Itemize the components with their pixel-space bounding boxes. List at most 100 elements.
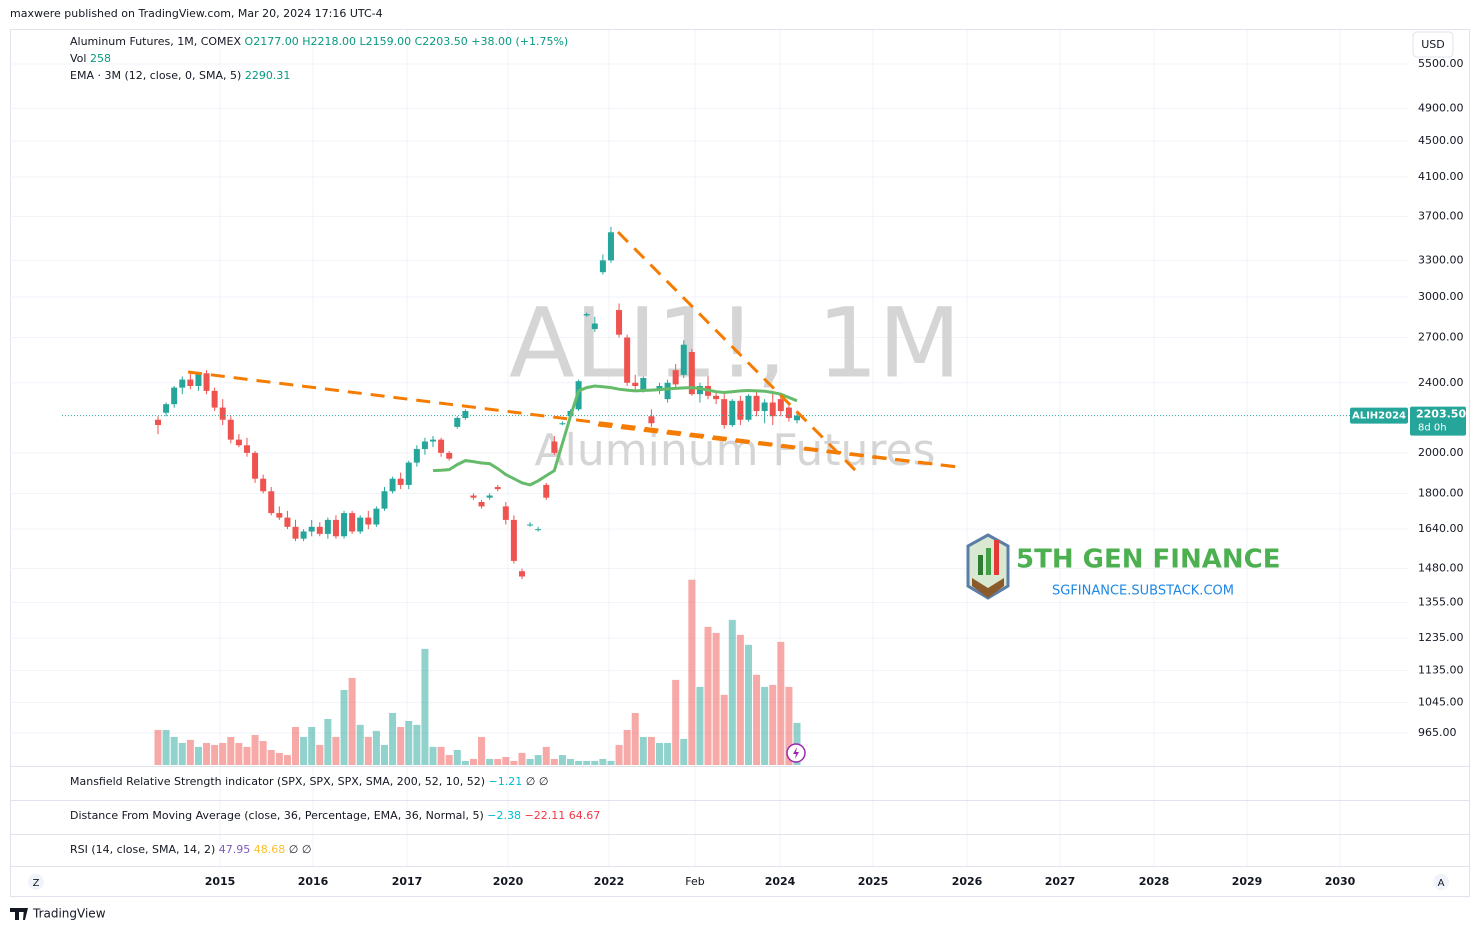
volume-bar — [429, 746, 437, 765]
y-tick-label: 965.00 — [1418, 726, 1457, 739]
x-tick-label: 2027 — [1045, 875, 1076, 888]
volume-bar — [534, 755, 542, 765]
symbol-tag-bg — [1350, 407, 1408, 424]
currency-button[interactable] — [1412, 31, 1454, 58]
x-tick-label: 2015 — [205, 875, 236, 888]
pane-value: −2.38 — [487, 809, 521, 822]
trendline — [616, 230, 860, 475]
candle-body — [268, 491, 275, 514]
candle-body — [389, 478, 396, 492]
candle-body — [616, 310, 623, 335]
candle-body — [260, 478, 267, 492]
candle-body — [680, 344, 687, 375]
candle-body — [785, 407, 792, 418]
volume-bar — [744, 644, 752, 765]
candle-body — [316, 526, 323, 534]
event-bolt — [793, 747, 799, 759]
volume-bar — [647, 736, 655, 765]
volume-bar — [785, 686, 793, 765]
candle-body — [494, 487, 501, 490]
a-button[interactable]: A — [1438, 878, 1445, 889]
countdown-tag: 8d 0h — [1418, 423, 1447, 434]
candle-body — [510, 519, 517, 561]
candle-body — [203, 373, 210, 391]
y-tick-label: 2400.00 — [1418, 376, 1464, 389]
volume-bar — [575, 760, 583, 765]
z-button-bg[interactable] — [28, 874, 44, 890]
y-tick-label: 4500.00 — [1418, 134, 1464, 147]
candle-body — [551, 441, 558, 453]
volume-bar — [437, 746, 445, 765]
x-tick-label: 2017 — [392, 875, 423, 888]
candle-body — [599, 260, 606, 273]
pane-value: ∅ — [302, 843, 312, 856]
volume-bar — [380, 744, 388, 765]
candle-body — [527, 524, 534, 526]
candle-body — [591, 323, 598, 330]
candle-body — [729, 400, 736, 426]
volume-bar — [186, 739, 194, 765]
z-button[interactable]: Z — [33, 878, 40, 889]
candle-body — [438, 439, 445, 453]
volume-bar — [680, 738, 688, 765]
symbol-tag: ALIH2024 — [1352, 411, 1406, 422]
candle-body — [300, 531, 307, 539]
x-tick-label: 2026 — [952, 875, 983, 888]
candle-body — [187, 379, 194, 386]
volume-bar — [211, 744, 219, 765]
candle-body — [373, 508, 380, 525]
y-tick-label: 3700.00 — [1418, 209, 1464, 222]
candle-body — [721, 399, 728, 426]
legend-symbol: Aluminum Futures, 1M, COMEX — [70, 35, 241, 48]
volume-bar — [736, 634, 744, 765]
candle-body — [583, 314, 590, 316]
volume-bar — [235, 742, 243, 765]
pane-value: 64.67 — [569, 809, 601, 822]
candle-body — [332, 519, 339, 537]
pane-legend: Mansfield Relative Strength indicator (S… — [70, 775, 548, 788]
candle-body — [324, 519, 331, 534]
candle-body — [349, 513, 356, 532]
x-tick-label: Feb — [685, 875, 704, 888]
x-tick-label: 2016 — [298, 875, 329, 888]
pane-value: −1.21 — [489, 775, 523, 788]
y-tick-label: 3000.00 — [1418, 290, 1464, 303]
price-tag-bg — [1410, 406, 1466, 436]
candle-body — [753, 395, 760, 412]
volume-bar — [348, 677, 356, 765]
volume-bar — [154, 729, 162, 765]
y-tick-label: 4900.00 — [1418, 101, 1464, 114]
volume-bar — [542, 746, 550, 765]
candle-body — [227, 419, 234, 440]
candle-body — [235, 439, 242, 446]
y-tick-label: 5500.00 — [1418, 57, 1464, 70]
y-tick-label: 4100.00 — [1418, 170, 1464, 183]
volume-bar — [502, 757, 510, 765]
volume-bar — [688, 579, 696, 765]
candle-body — [308, 526, 315, 532]
candle-body — [211, 390, 218, 408]
pane-legend: Distance From Moving Average (close, 36,… — [70, 809, 600, 822]
volume-bar — [769, 684, 777, 765]
volume-bar — [372, 730, 380, 765]
volume-bar — [615, 744, 623, 765]
legend-vol-name: Vol — [70, 52, 86, 65]
legend-low: L2159.00 — [359, 35, 411, 48]
volume-bar — [445, 755, 453, 765]
candle-body — [276, 513, 283, 518]
currency[interactable]: USD — [1421, 38, 1445, 51]
watermark-symbol: ALI1!, 1M — [509, 287, 961, 399]
volume-bar — [397, 727, 405, 765]
volume-bar — [203, 742, 211, 765]
volume-bar — [292, 727, 300, 765]
legend-ema-value: 2290.31 — [245, 69, 291, 82]
pane-value: ∅ — [289, 843, 299, 856]
x-tick-label: 2029 — [1232, 875, 1263, 888]
volume-bar — [704, 626, 712, 765]
volume-bar — [583, 760, 591, 765]
volume-bar — [607, 760, 615, 765]
brand-icon — [10, 908, 28, 920]
x-tick-label: 2022 — [594, 875, 625, 888]
volume-bar — [550, 758, 558, 765]
a-button-bg[interactable] — [1433, 874, 1449, 890]
